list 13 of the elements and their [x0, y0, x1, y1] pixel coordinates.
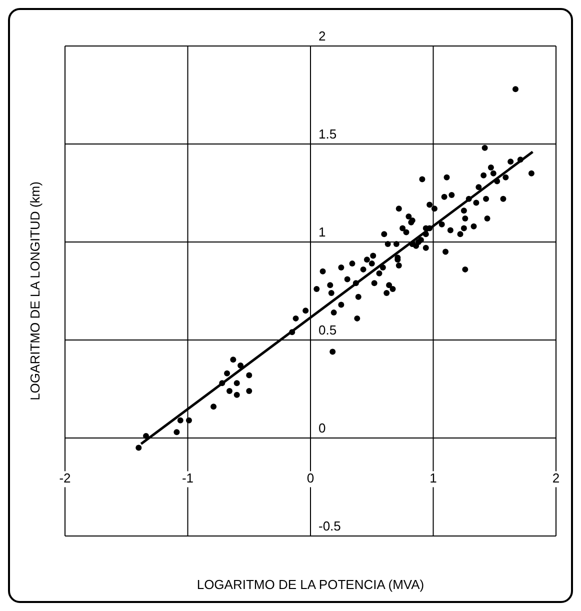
y-tick-label: 0 [318, 420, 326, 436]
y-tick-label: 2 [318, 28, 326, 44]
x-tick-label: 1 [430, 470, 437, 486]
x-tick-label: 2 [552, 470, 560, 486]
y-tick-label: 1.5 [318, 126, 337, 142]
x-axis-title: LOGARITMO DE LA POTENCIA (MVA) [196, 577, 424, 592]
y-axis-title: LOGARITMO DE LA LONGITUD (km) [28, 182, 43, 400]
y-tick-label: 0.5 [318, 322, 337, 338]
y-tick-label: -0.5 [318, 518, 341, 534]
x-tick-label: -2 [59, 470, 71, 486]
x-tick-label: 0 [306, 470, 314, 486]
x-tick-label: -1 [182, 470, 194, 486]
y-tick-label: 1 [318, 224, 326, 240]
